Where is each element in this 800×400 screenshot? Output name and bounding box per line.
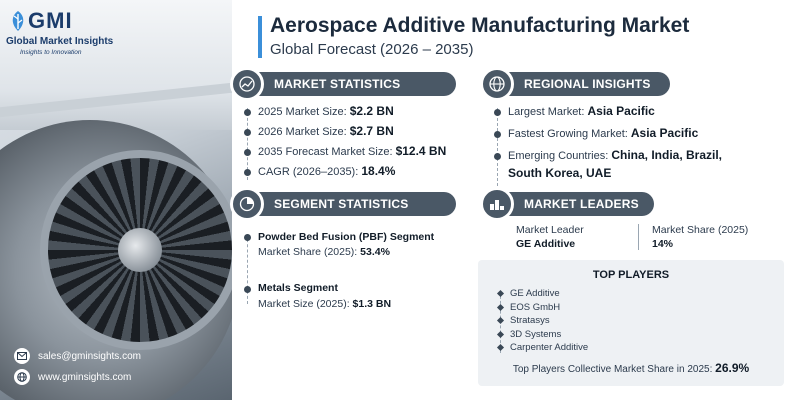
segment-statistics-list (244, 228, 470, 312)
list-item: Emerging Countries: China, India, Brazil… (494, 148, 784, 166)
contact-website-text: www.gminsights.com (38, 371, 132, 383)
market-statistics-title: MARKET STATISTICS (274, 77, 401, 91)
market-leader-value: GE Additive (516, 238, 576, 250)
logo-leaf-icon (12, 11, 24, 31)
regional-insights-list: Largest Market: Asia Pacific Fastest Gro… (494, 104, 784, 190)
list-item: 2025 Market Size: $2.2 BN (244, 104, 464, 124)
segment-statistics-title: SEGMENT STATISTICS (274, 197, 409, 211)
market-leaders-title: MARKET LEADERS (524, 197, 639, 211)
engine-fan-blades (40, 150, 232, 350)
pie-segment-icon (230, 187, 264, 221)
list-item: CAGR (2026–2035): 18.4% (244, 164, 464, 184)
top-players-collective-share: Top Players Collective Market Share in 2… (512, 361, 750, 375)
engine-spinner (118, 228, 162, 272)
market-share-label: Market Share (2025) (652, 224, 749, 236)
top-players-title: TOP PLAYERS (592, 269, 670, 281)
segment-statistics-header: SEGMENT STATISTICS (230, 187, 456, 221)
mail-icon (14, 348, 30, 364)
segment-2-size: Market Size (2025): $1.3 BN (258, 298, 392, 310)
segment-1-bullet (244, 234, 251, 241)
list-item: Largest Market: Asia Pacific (494, 104, 784, 126)
logo-name: Global Market Insights (6, 36, 114, 47)
segment-2-name: Metals Segment (258, 282, 338, 294)
logo-mark: GMI (28, 8, 73, 33)
leaders-podium-icon (480, 187, 514, 221)
leaders-divider (638, 224, 639, 250)
list-connector (247, 234, 248, 304)
segment-1-name: Powder Bed Fusion (PBF) Segment (258, 231, 435, 243)
hero-turbine-image (0, 0, 232, 400)
market-statistics-header: MARKET STATISTICS (230, 67, 456, 101)
list-connector (247, 108, 248, 180)
market-statistics-list: 2025 Market Size: $2.2 BN 2026 Market Si… (244, 104, 464, 184)
list-item: GE Additive (498, 288, 588, 302)
list-item: 3D Systems (498, 329, 588, 343)
top-players-list: GE Additive EOS GmbH Stratasys 3D System… (498, 288, 588, 356)
regional-insights-title: REGIONAL INSIGHTS (524, 77, 651, 91)
list-item: 2026 Market Size: $2.7 BN (244, 124, 464, 144)
list-item: EOS GmbH (498, 302, 588, 316)
regional-insights-header: REGIONAL INSIGHTS (480, 67, 670, 101)
segment-1-share: Market Share (2025): 53.4% (258, 246, 390, 258)
market-leader-label: Market Leader (516, 224, 584, 236)
contact-website[interactable]: www.gminsights.com (14, 368, 131, 386)
list-item: Fastest Growing Market: Asia Pacific (494, 126, 784, 148)
logo-tagline: Insights to Innovation (20, 49, 82, 56)
page-title: Aerospace Additive Manufacturing Market (270, 14, 690, 37)
market-leaders-header: MARKET LEADERS (480, 187, 654, 221)
segment-2-bullet (244, 286, 251, 293)
globe-icon (14, 369, 30, 385)
list-item: Stratasys (498, 315, 588, 329)
page-subtitle: Global Forecast (2026 – 2035) (270, 41, 474, 58)
top-players-panel: TOP PLAYERS GE Additive EOS GmbH Stratas… (478, 260, 784, 386)
globe-region-icon (480, 67, 514, 101)
list-connector (497, 108, 498, 186)
contact-email-text: sales@gminsights.com (38, 350, 141, 362)
emerging-countries-continued: South Korea, UAE (508, 166, 612, 180)
list-item: 2035 Forecast Market Size: $12.4 BN (244, 144, 464, 164)
list-item: Carpenter Additive (498, 342, 588, 356)
gmi-logo: GMI Global Market Insights Insights to I… (6, 8, 116, 64)
title-accent-bar (258, 16, 262, 58)
market-share-value: 14% (652, 238, 674, 250)
contact-email[interactable]: sales@gminsights.com (14, 347, 141, 365)
chart-stats-icon (230, 67, 264, 101)
